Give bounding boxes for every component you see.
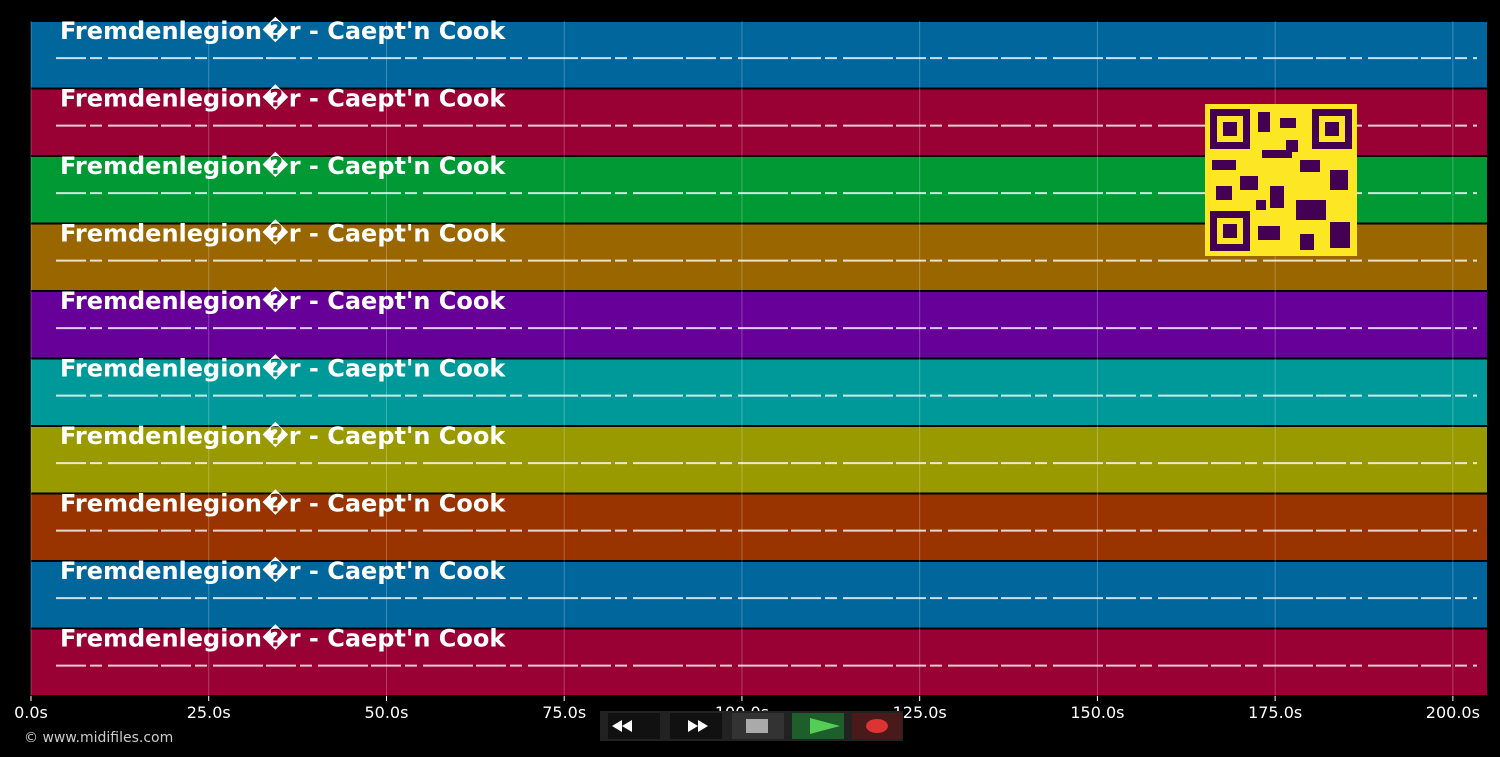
player-controls [600, 711, 903, 741]
tick-label: 75.0s [542, 703, 586, 722]
qr-code [1205, 104, 1357, 256]
play-button[interactable] [792, 713, 844, 739]
forward-button[interactable] [670, 713, 722, 739]
track-band [31, 427, 1487, 493]
track-band [31, 629, 1487, 695]
track-title: Fremdenlegion�r - Caept'n Cook [60, 421, 506, 450]
tick-label: 50.0s [364, 703, 408, 722]
track-title: Fremdenlegion�r - Caept'n Cook [60, 151, 506, 180]
tick-label: 200.0s [1426, 703, 1480, 722]
tracks [31, 22, 1487, 695]
track-band [31, 562, 1487, 628]
labels: Fremdenlegion�r - Caept'n Cook Fremdenleg… [14, 16, 1480, 722]
track-band [31, 359, 1487, 425]
track-title: Fremdenlegion�r - Caept'n Cook [60, 286, 506, 315]
track-title: Fremdenlegion�r - Caept'n Cook [60, 624, 506, 653]
tick-label: 175.0s [1248, 703, 1302, 722]
tick-label: 150.0s [1070, 703, 1124, 722]
track-title: Fremdenlegion�r - Caept'n Cook [60, 84, 506, 113]
track-title: Fremdenlegion�r - Caept'n Cook [60, 489, 506, 518]
track-band [31, 494, 1487, 560]
rewind-button[interactable] [608, 713, 660, 739]
track-title: Fremdenlegion�r - Caept'n Cook [60, 354, 506, 383]
track-title: Fremdenlegion�r - Caept'n Cook [60, 16, 506, 45]
tick-label: 25.0s [187, 703, 231, 722]
grid [30, 21, 1454, 701]
tick-label: 125.0s [893, 703, 947, 722]
tick-label: 0.0s [14, 703, 48, 722]
footer: © www.midifiles.com [24, 730, 173, 746]
track-title: Fremdenlegion�r - Caept'n Cook [60, 219, 506, 248]
record-button[interactable] [852, 713, 902, 739]
stop-button[interactable] [732, 713, 784, 739]
track-title: Fremdenlegion�r - Caept'n Cook [60, 556, 506, 585]
track-band [31, 22, 1487, 88]
track-band [31, 292, 1487, 358]
